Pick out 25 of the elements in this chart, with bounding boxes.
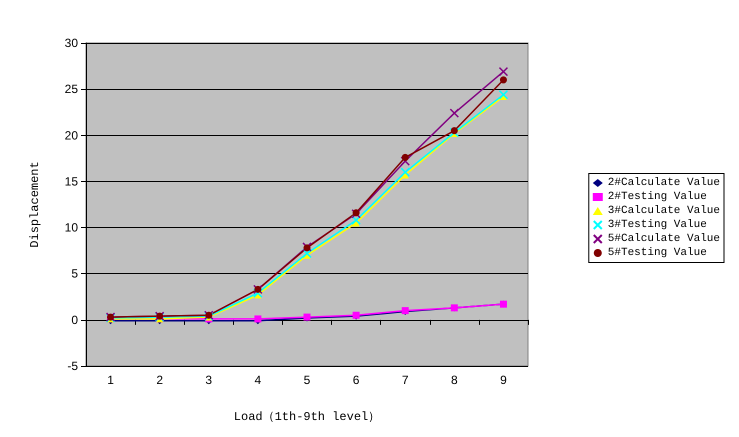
x-tick-label: 4	[254, 373, 262, 387]
x-tick-label: 3	[205, 373, 212, 387]
legend-label: 5#Testing Value	[608, 247, 707, 259]
y-tick-label: 0	[71, 312, 78, 327]
x-tick-label: 6	[352, 373, 360, 387]
y-tick-label: 25	[64, 82, 78, 96]
y-tick-label: 15	[64, 174, 78, 188]
y-tick-label: 5	[71, 266, 78, 281]
x-tick-label: 7	[402, 373, 409, 387]
legend-label: 2#Calculate Value	[608, 177, 720, 189]
x-tick-label: 1	[107, 373, 114, 387]
legend-label: 2#Testing Value	[608, 191, 707, 203]
y-tick-label: 30	[64, 36, 78, 50]
legend-label: 3#Testing Value	[608, 219, 707, 231]
y-tick-label: -5	[67, 359, 78, 373]
y-tick-label: 10	[64, 220, 78, 235]
y-tick-label: 20	[64, 128, 78, 142]
legend-label: 3#Calculate Value	[608, 205, 720, 217]
y-axis-title: Displacement	[28, 161, 42, 248]
x-tick-label: 2	[156, 373, 164, 387]
x-tick-label: 5	[304, 373, 311, 387]
x-tick-label: 9	[500, 373, 508, 387]
x-tick-label: 8	[450, 373, 458, 387]
legend-label: 5#Calculate Value	[608, 233, 720, 245]
x-axis-title: Load（1th-9th level）	[234, 410, 380, 424]
